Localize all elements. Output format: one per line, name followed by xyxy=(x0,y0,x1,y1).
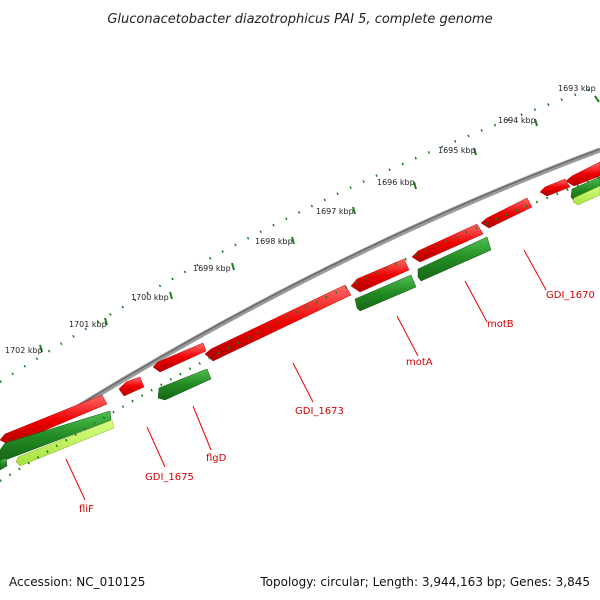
kbp-label: 1701 kbp xyxy=(69,320,107,329)
gene-motB-reverse-feature xyxy=(417,236,492,282)
gene-forward-small-feature xyxy=(539,178,571,197)
gene-label: motA xyxy=(406,357,433,368)
genome-stats-text: Topology: circular; Length: 3,944,163 bp… xyxy=(260,575,590,589)
gene-motB-feature xyxy=(411,223,484,263)
gene-label: GDI_1675 xyxy=(145,472,194,483)
rna-features xyxy=(15,185,600,467)
gene-label: GDI_1670 xyxy=(546,290,595,301)
rna-fliF-feature xyxy=(15,419,115,467)
gene-flgD-reverse-feature xyxy=(157,368,212,401)
kbp-label: 1696 kbp xyxy=(377,178,415,187)
kbp-label: 1694 kbp xyxy=(498,116,536,125)
inner-scale-ring xyxy=(0,175,600,483)
map-title: Gluconacetobacter diazotrophicus PAI 5, … xyxy=(107,12,492,27)
gene-flgD-feature xyxy=(152,342,207,373)
kbp-label: 1695 kbp xyxy=(438,146,476,155)
gene-label: motB xyxy=(487,319,514,330)
gene-GDI_1675-feature xyxy=(118,376,145,397)
forward-strand-genes xyxy=(0,161,600,446)
gene-leader-lines xyxy=(65,249,547,501)
gene-left-edge-reverse-feature xyxy=(0,457,8,471)
rna-edge-feature xyxy=(572,185,600,206)
gene-labels: GDI_1670 motB motA GDI_1673 flgD GDI_167… xyxy=(79,290,595,515)
gene-fliF-reverse-feature xyxy=(0,410,112,463)
kbp-label: 1699 kbp xyxy=(193,264,231,273)
accession-text: Accession: NC_010125 xyxy=(9,575,146,589)
kbp-label: 1702 kbp xyxy=(5,346,43,355)
gene-motA-reverse-feature xyxy=(354,274,417,312)
kbp-label: 1697 kbp xyxy=(316,207,354,216)
gene-fliF-forward-feature xyxy=(0,394,108,446)
kbp-label: 1693 kbp xyxy=(558,84,596,93)
kbp-label: 1698 kbp xyxy=(255,237,293,246)
gene-label: fliF xyxy=(79,504,94,515)
kbp-label: 1700 kbp xyxy=(131,293,169,302)
gene-motA-forward-feature xyxy=(350,258,410,293)
gene-label: flgD xyxy=(206,453,227,464)
outer-scale-ring xyxy=(0,84,600,384)
kbp-scale: 1693 kbp 1694 kbp 1695 kbp 1696 kbp 1697… xyxy=(5,84,600,355)
gene-label: GDI_1673 xyxy=(295,406,344,417)
gene-GDI_1670-feature xyxy=(480,197,533,229)
